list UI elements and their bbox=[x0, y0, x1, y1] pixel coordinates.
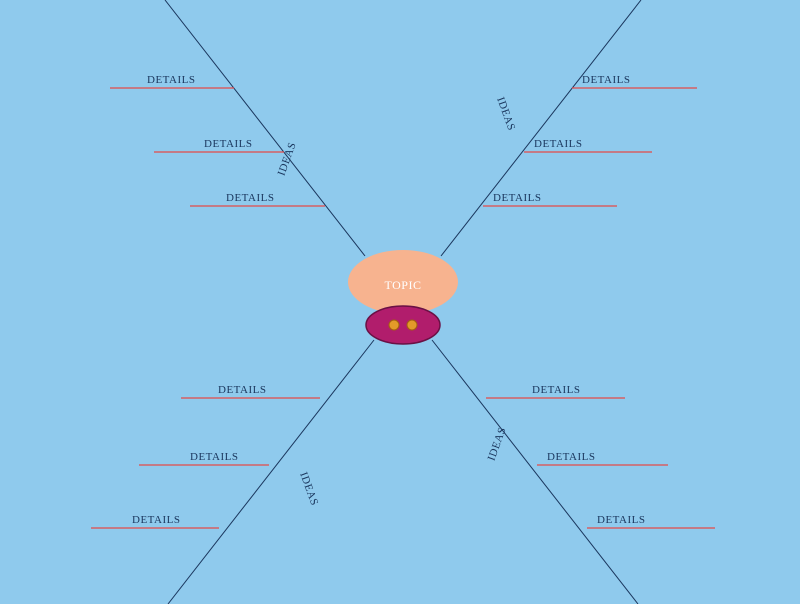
mindmap-canvas: DETAILS DETAILS DETAILS DETAILS DETAILS DETAI… bbox=[0, 0, 800, 604]
detail-label: DETAILS bbox=[226, 192, 274, 204]
detail-label: DETAILS bbox=[597, 514, 645, 526]
detail-label: DETAILS bbox=[218, 384, 266, 396]
detail-label: DETAILS bbox=[547, 451, 595, 463]
detail-label: DETAILS bbox=[532, 384, 580, 396]
detail-label: DETAILS bbox=[147, 74, 195, 86]
detail-label: DETAILS bbox=[493, 192, 541, 204]
detail-label: DETAILS bbox=[190, 451, 238, 463]
topic-dot-right bbox=[407, 320, 417, 330]
detail-label: DETAILS bbox=[204, 138, 252, 150]
detail-label: DETAILS bbox=[534, 138, 582, 150]
detail-label: DETAILS bbox=[132, 514, 180, 526]
topic-label: TOPIC bbox=[385, 278, 422, 292]
topic-ellipse-bottom bbox=[366, 306, 440, 344]
topic-dot-left bbox=[389, 320, 399, 330]
detail-label: DETAILS bbox=[582, 74, 630, 86]
